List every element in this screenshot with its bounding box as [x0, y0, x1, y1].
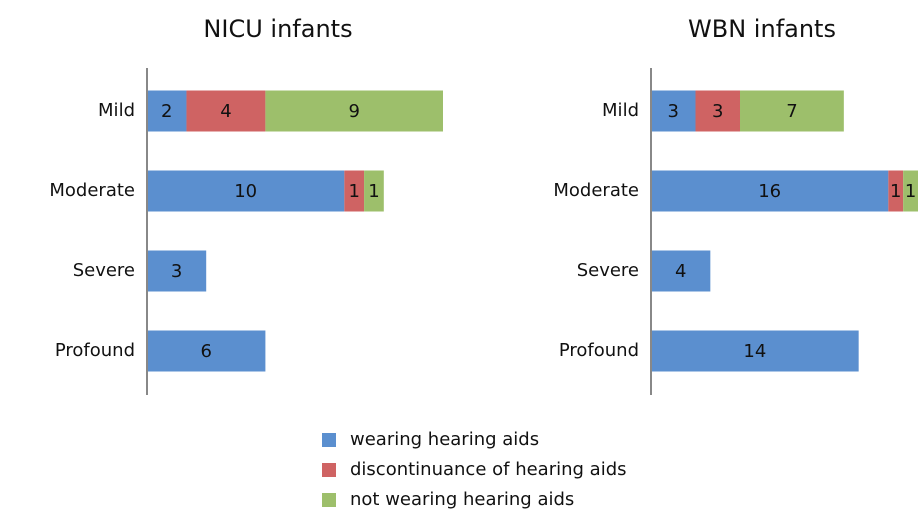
data-label: 3 — [171, 261, 182, 282]
data-label: 6 — [200, 341, 211, 362]
legend-label: discontinuance of hearing aids — [350, 459, 627, 480]
data-label: 16 — [758, 181, 781, 202]
legend-label: not wearing hearing aids — [350, 489, 574, 510]
bar-segment — [651, 170, 889, 212]
bar-segment — [147, 90, 187, 132]
bar-segment — [265, 90, 443, 132]
legend-swatch — [322, 433, 336, 447]
data-label: 7 — [786, 101, 797, 122]
bar-segment — [147, 330, 266, 372]
category-label: Mild — [98, 100, 135, 121]
bar-segment — [651, 90, 696, 132]
bar-segment — [147, 170, 345, 212]
chart-title: NICU infants — [203, 15, 352, 43]
data-label: 4 — [675, 261, 686, 282]
legend-swatch — [322, 463, 336, 477]
bar-segment — [364, 170, 384, 212]
chart-title: WBN infants — [688, 15, 836, 43]
data-label: 1 — [905, 181, 916, 202]
bar-segment — [695, 90, 740, 132]
category-label: Profound — [55, 340, 135, 361]
category-label: Mild — [602, 100, 639, 121]
legend-label: wearing hearing aids — [350, 429, 539, 450]
category-label: Moderate — [49, 180, 135, 201]
data-label: 3 — [668, 101, 679, 122]
bar-segment — [651, 250, 711, 292]
bar-segment — [186, 90, 266, 132]
data-label: 1 — [348, 181, 359, 202]
data-label: 3 — [712, 101, 723, 122]
legend-swatch — [322, 493, 336, 507]
bar-segment — [147, 250, 207, 292]
data-label: 14 — [743, 341, 766, 362]
bar-segment — [888, 170, 904, 212]
data-label: 9 — [348, 101, 359, 122]
category-label: Profound — [559, 340, 639, 361]
data-label: 10 — [234, 181, 257, 202]
bar-segment — [344, 170, 365, 212]
data-label: 4 — [220, 101, 231, 122]
data-label: 1 — [890, 181, 901, 202]
data-label: 2 — [161, 101, 172, 122]
category-label: Severe — [73, 260, 135, 281]
category-label: Moderate — [553, 180, 639, 201]
category-label: Severe — [577, 260, 639, 281]
bar-segment — [740, 90, 844, 132]
bar-segment — [651, 330, 859, 372]
bar-segment — [903, 170, 918, 212]
data-label: 1 — [368, 181, 379, 202]
